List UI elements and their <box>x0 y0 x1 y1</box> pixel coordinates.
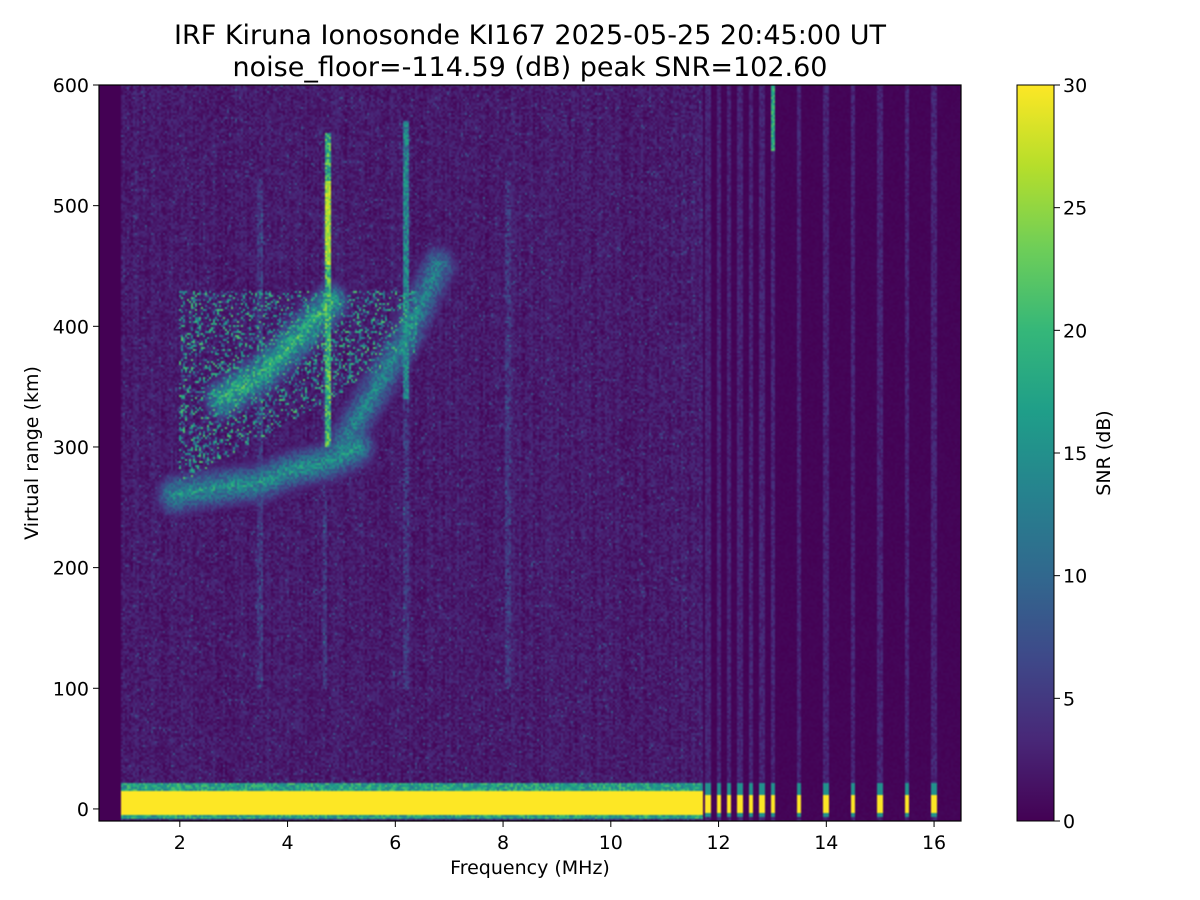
y-axis: 0 100 200 300 400 500 600 <box>53 75 99 821</box>
y-tick-label: 500 <box>53 196 89 218</box>
x-tick-label: 4 <box>282 832 294 854</box>
heatmap-image <box>99 85 961 821</box>
x-tick-label: 12 <box>706 832 730 854</box>
colorbar-label: SNR (dB) <box>1093 410 1115 495</box>
x-tick-label: 16 <box>922 832 946 854</box>
y-tick-label: 0 <box>77 799 89 821</box>
colorbar-tick-label: 0 <box>1063 811 1075 833</box>
x-tick-label: 6 <box>389 832 401 854</box>
y-axis-label: Virtual range (km) <box>21 366 43 540</box>
y-tick-label: 300 <box>53 437 89 459</box>
colorbar: 0 5 10 15 20 25 30 SNR (dB) <box>1016 75 1115 833</box>
x-tick-label: 8 <box>497 832 509 854</box>
colorbar-gradient <box>1016 84 1055 822</box>
colorbar-tick-label: 10 <box>1063 566 1087 588</box>
colorbar-tick-label: 25 <box>1063 198 1087 220</box>
colorbar-tick-label: 5 <box>1063 688 1075 710</box>
plot-area <box>98 84 962 822</box>
colorbar-tick-label: 15 <box>1063 443 1087 465</box>
y-tick-label: 100 <box>53 678 89 700</box>
colorbar-ticks: 0 5 10 15 20 25 30 <box>1054 75 1087 833</box>
x-tick-label: 2 <box>174 832 186 854</box>
colorbar-tick-label: 30 <box>1063 75 1087 97</box>
x-tick-label: 14 <box>814 832 838 854</box>
plot-frame <box>98 84 962 822</box>
chart-title: IRF Kiruna Ionosonde KI167 2025-05-25 20… <box>174 20 887 51</box>
x-axis: 2 4 6 8 10 12 14 16 <box>174 821 946 854</box>
x-tick-label: 10 <box>599 832 623 854</box>
y-tick-label: 200 <box>53 558 89 580</box>
chart-subtitle: noise_floor=-114.59 (dB) peak SNR=102.60 <box>233 52 828 83</box>
y-tick-label: 600 <box>53 75 89 97</box>
x-axis-label: Frequency (MHz) <box>450 857 610 879</box>
colorbar-tick-label: 20 <box>1063 320 1087 342</box>
y-tick-label: 400 <box>53 316 89 338</box>
